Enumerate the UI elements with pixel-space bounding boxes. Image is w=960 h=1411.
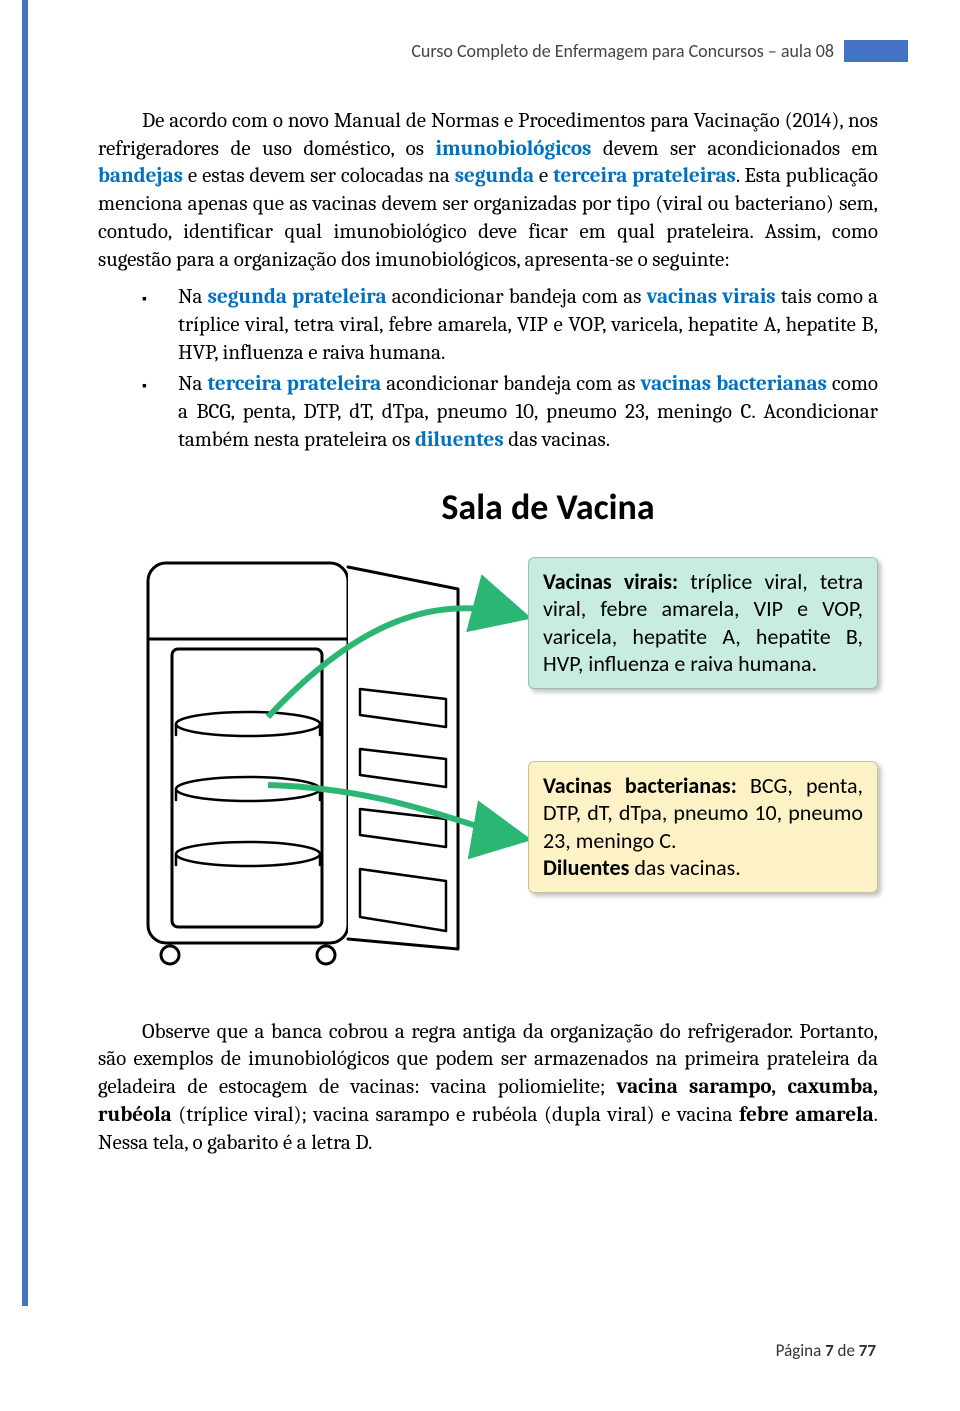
diagram-title: Sala de Vacina: [218, 485, 878, 529]
paragraph-1: De acordo com o novo Manual de Normas e …: [98, 108, 878, 274]
paragraph-2: Observe que a banca cobrou a regra antig…: [98, 1019, 878, 1158]
keyword-segunda-prateleira: segunda prateleira: [208, 285, 387, 309]
keyword-vacinas-bacterianas: vacinas bacterianas: [641, 372, 827, 396]
callout-text: das vacinas.: [629, 854, 740, 881]
text: Na: [178, 372, 208, 396]
text: (tríplice viral); vacina sarampo e rubéo…: [172, 1103, 739, 1127]
bullet-item-2: Na terceira prateleira acondicionar band…: [178, 371, 878, 454]
text: e: [534, 164, 553, 188]
left-accent-bar: [22, 0, 28, 1306]
footer-text: Página: [776, 1340, 825, 1361]
header-text: Curso Completo de Enfermagem para Concur…: [411, 40, 834, 62]
page-total: 77: [859, 1340, 876, 1361]
diagram-sala-de-vacina: Vacinas virais: tríplice viral, tetra vi…: [98, 539, 878, 999]
header-accent-bar: [844, 40, 908, 62]
keyword-terceira-prateleira: terceira prateleira: [208, 372, 382, 396]
keyword-vacinas-virais: vacinas virais: [647, 285, 776, 309]
keyword-diluentes: diluentes: [415, 428, 504, 452]
page-header: Curso Completo de Enfermagem para Concur…: [411, 40, 908, 62]
callout-label-diluentes: Diluentes: [543, 854, 629, 881]
text: acondicionar bandeja com as: [387, 285, 647, 309]
footer-text: de: [834, 1340, 859, 1361]
callout-label: Vacinas virais:: [543, 568, 678, 595]
refrigerator-icon: [128, 549, 488, 979]
text: e estas devem ser colocadas na: [183, 164, 455, 188]
keyword-bandejas: bandejas: [98, 164, 183, 188]
text: Na: [178, 285, 208, 309]
text: devem ser acondicionados em: [591, 137, 878, 161]
keyword-segunda: segunda: [455, 164, 534, 188]
callout-vacinas-virais: Vacinas virais: tríplice viral, tetra vi…: [528, 557, 878, 689]
page-number: 7: [825, 1340, 834, 1361]
keyword-imunobiologicos: imunobiológicos: [435, 137, 591, 161]
keyword-terceira: terceira prateleiras: [553, 164, 736, 188]
bullet-list: Na segunda prateleira acondicionar bande…: [98, 284, 878, 454]
callout-vacinas-bacterianas: Vacinas bacterianas: BCG, penta, DTP, dT…: [528, 761, 878, 893]
text: acondicionar bandeja com as: [381, 372, 640, 396]
bold-text: febre amarela: [739, 1103, 874, 1127]
bullet-item-1: Na segunda prateleira acondicionar bande…: [178, 284, 878, 367]
callout-label: Vacinas bacterianas:: [543, 772, 737, 799]
page-footer: Página 7 de 77: [776, 1340, 876, 1361]
text: das vacinas.: [504, 428, 610, 452]
page-content: De acordo com o novo Manual de Normas e …: [98, 108, 878, 1157]
